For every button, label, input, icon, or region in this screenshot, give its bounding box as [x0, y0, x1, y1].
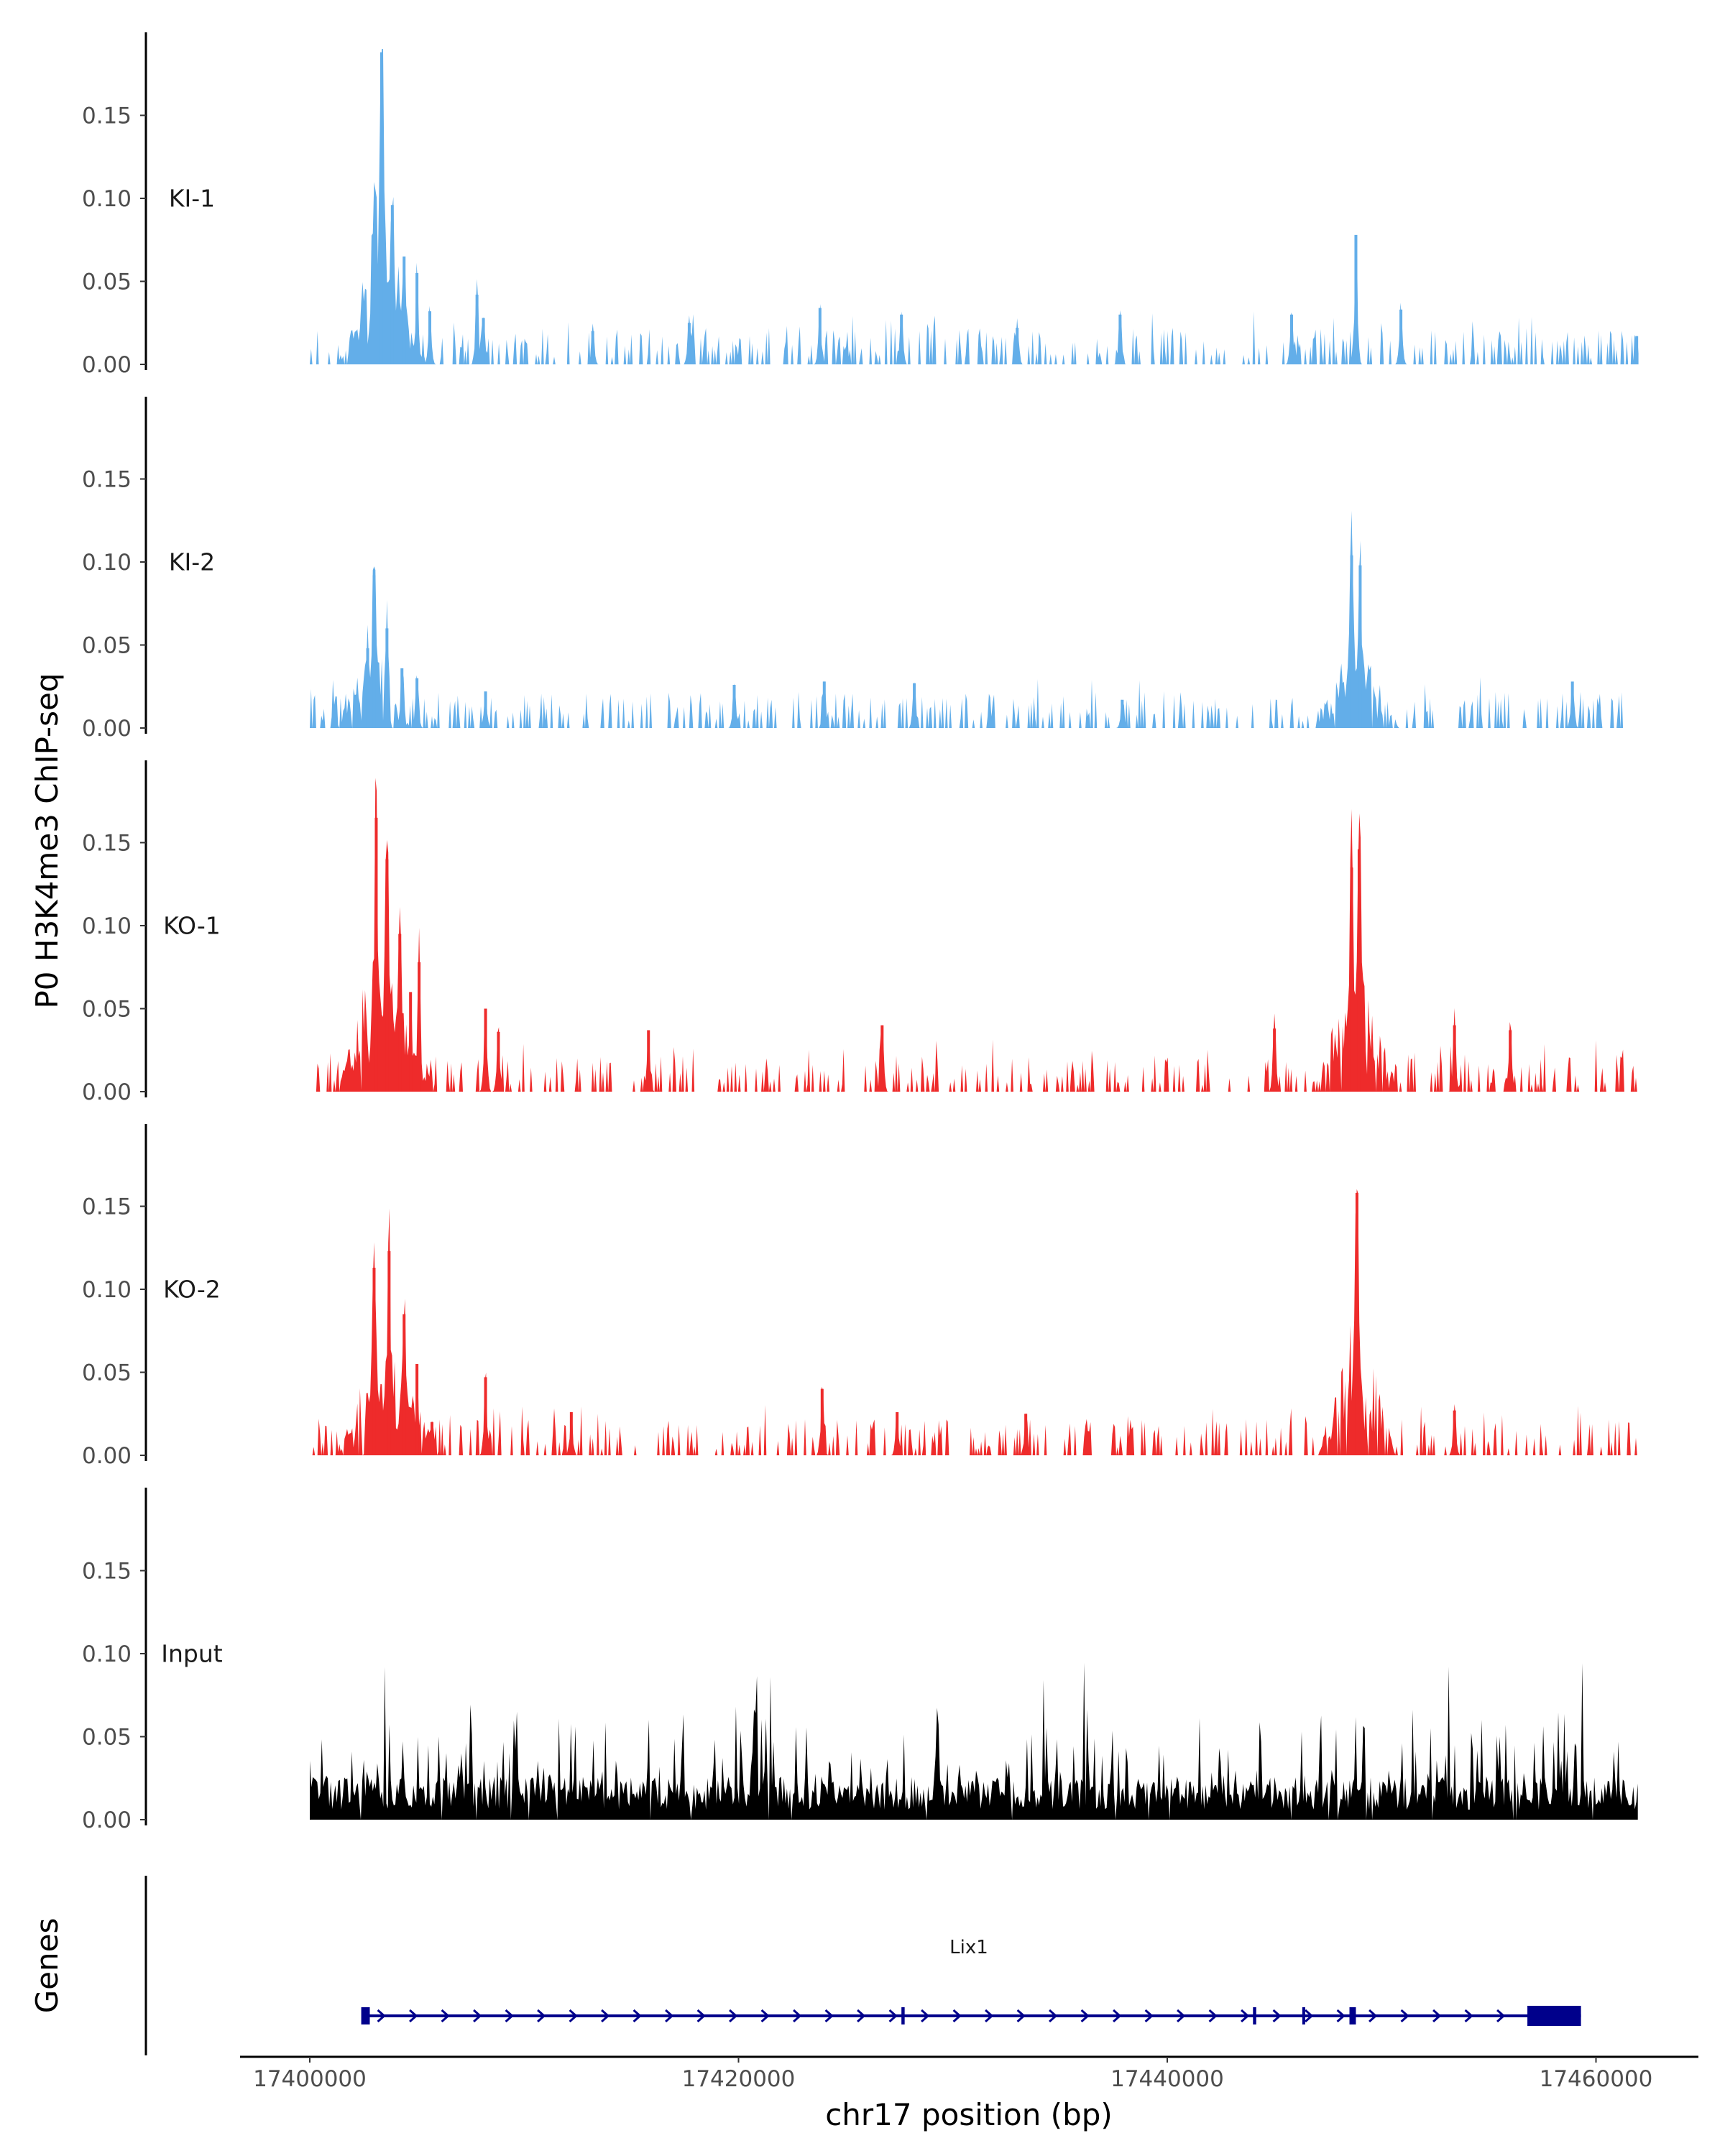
track-label-input: Input: [161, 1640, 223, 1668]
strand-arrow: [632, 2009, 642, 2023]
strand-arrow: [1113, 2009, 1122, 2023]
y-tick-label: 0.15: [82, 467, 132, 493]
y-tick-label: 0.00: [82, 1807, 132, 1833]
x-tick-label: 17440000: [1110, 2066, 1224, 2092]
strand-arrow: [729, 2009, 738, 2023]
y-tick-label: 0.00: [82, 352, 132, 378]
strand-arrow: [473, 2009, 482, 2023]
strand-arrow: [1464, 2009, 1473, 2023]
strand-arrow: [921, 2009, 930, 2023]
track-panels: 0.00 0.05 0.10 0.15 KI-1 0.00 0.05 0.10 0.15 KI-2…: [82, 32, 1639, 1833]
y-tick-label: 0.10: [82, 186, 132, 212]
strand-arrow: [1496, 2009, 1506, 2023]
genes-track-label: Genes: [29, 1918, 65, 2014]
gene-exon: [901, 2007, 905, 2024]
gene-exon: [1349, 2007, 1356, 2024]
strand-arrow: [1368, 2009, 1378, 2023]
x-tick-label: 17420000: [682, 2066, 796, 2092]
y-tick-label: 0.00: [82, 1443, 132, 1469]
strand-arrow: [409, 2009, 418, 2023]
y-tick-label: 0.05: [82, 997, 132, 1023]
strand-arrow: [793, 2009, 802, 2023]
y-tick-label: 0.15: [82, 1559, 132, 1585]
track-label-ki-1: KI-1: [169, 185, 215, 213]
track-label-ko-2: KO-2: [163, 1276, 221, 1304]
x-axis: 17400000 17420000 17440000 17460000 chr17 p…: [240, 2055, 1698, 2132]
signal-area-input: [310, 1662, 1638, 1820]
genes-track: Genes Lix1: [29, 1876, 1581, 2055]
strand-arrow: [1272, 2009, 1282, 2023]
gene-models: Lix1: [361, 1937, 1581, 2026]
strand-arrow: [1305, 2009, 1314, 2023]
y-tick-label: 0.00: [82, 716, 132, 742]
gene-exon: [1302, 2007, 1305, 2024]
track-label-ko-1: KO-1: [163, 912, 221, 940]
track-ko-1: 0.00 0.05 0.10 0.15 KO-1: [82, 760, 1639, 1105]
strand-arrow: [665, 2009, 674, 2023]
track-input: 0.00 0.05 0.10 0.15 Input: [82, 1488, 1638, 1833]
x-axis-title: chr17 position (bp): [825, 2097, 1113, 2132]
strand-arrow: [888, 2009, 898, 2023]
gene-exon: [361, 2007, 370, 2024]
strand-arrow: [1016, 2009, 1026, 2023]
y-tick-label: 0.10: [82, 1277, 132, 1303]
strand-arrow: [1432, 2009, 1442, 2023]
y-tick-label: 0.10: [82, 913, 132, 939]
y-tick-label: 0.05: [82, 1360, 132, 1386]
strand-arrow: [857, 2009, 866, 2023]
y-tick-label: 0.00: [82, 1079, 132, 1105]
y-tick-label: 0.15: [82, 103, 132, 129]
x-axis-ticks: 17400000 17420000 17440000 17460000: [253, 2057, 1652, 2092]
strand-arrow: [505, 2009, 514, 2023]
gene-exon: [1527, 2006, 1581, 2026]
strand-arrow: [985, 2009, 994, 2023]
y-axis-title: P0 H3K4me3 ChIP-seq: [29, 673, 65, 1008]
strand-arrow: [760, 2009, 770, 2023]
strand-arrow: [537, 2009, 546, 2023]
strand-arrow: [441, 2009, 450, 2023]
y-tick-label: 0.05: [82, 1725, 132, 1751]
strand-arrow: [1241, 2009, 1250, 2023]
strand-arrow: [1080, 2009, 1090, 2023]
y-tick-label: 0.15: [82, 1194, 132, 1220]
x-tick-label: 17460000: [1540, 2066, 1653, 2092]
gene-lix1: Lix1: [361, 1937, 1581, 2026]
strand-arrow: [1400, 2009, 1409, 2023]
gene-name-label: Lix1: [949, 1937, 988, 1958]
x-tick-label: 17400000: [253, 2066, 367, 2092]
track-label-ki-2: KI-2: [169, 548, 215, 576]
strand-arrow: [601, 2009, 610, 2023]
strand-arrow: [377, 2009, 386, 2023]
y-tick-label: 0.15: [82, 831, 132, 857]
y-tick-label: 0.05: [82, 270, 132, 295]
strand-arrow: [824, 2009, 834, 2023]
strand-arrow: [1049, 2009, 1058, 2023]
strand-arrow: [1177, 2009, 1186, 2023]
y-tick-label: 0.10: [82, 1641, 132, 1667]
track-ki-1: 0.00 0.05 0.10 0.15 KI-1: [82, 32, 1639, 378]
track-ko-2: 0.00 0.05 0.10 0.15 KO-2: [82, 1124, 1639, 1469]
gene-exon: [1253, 2007, 1256, 2024]
strand-arrow: [1208, 2009, 1218, 2023]
track-ki-2: 0.00 0.05 0.10 0.15 KI-2: [82, 397, 1624, 742]
strand-arrow: [952, 2009, 962, 2023]
strand-arrow: [1144, 2009, 1154, 2023]
y-tick-label: 0.10: [82, 550, 132, 576]
strand-arrow: [569, 2009, 578, 2023]
y-tick-label: 0.05: [82, 633, 132, 659]
strand-arrow: [696, 2009, 706, 2023]
strand-arrow: [1336, 2009, 1346, 2023]
